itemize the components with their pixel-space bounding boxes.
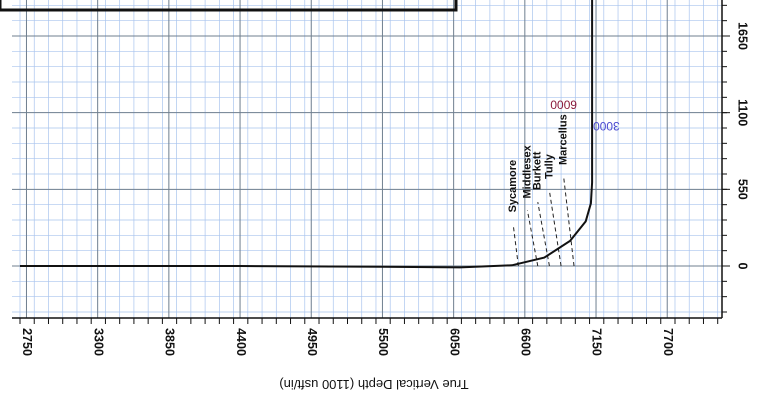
y-tick-label: 550 — [736, 179, 750, 200]
y-axis-ticks: 0 550 1100 1650 — [722, 4, 750, 313]
formation-top-line — [526, 210, 539, 267]
formation-top-line — [548, 190, 562, 267]
legend-box-remnant — [0, 0, 458, 12]
x-tick-label: 4950 — [305, 328, 319, 356]
x-tick-label: 3850 — [163, 328, 177, 356]
depth-annotation: 6000 — [550, 97, 577, 111]
x-tick-label: 6600 — [519, 328, 533, 356]
depth-annotation: 3000 — [593, 119, 620, 133]
formation-label: Marcellus — [558, 114, 570, 165]
y-tick-label: 1100 — [736, 99, 750, 126]
well-path-line — [20, 0, 594, 269]
formation-label: Tully — [543, 153, 555, 179]
x-tick-label: 5500 — [376, 328, 390, 356]
y-tick-label: 1650 — [736, 22, 750, 50]
annotation-layer: 6000 3000 — [550, 97, 620, 133]
formation-top-line — [512, 224, 519, 267]
formation-label: Middlesex — [521, 144, 533, 198]
minor-grid — [12, 0, 722, 318]
x-tick-label: 2750 — [20, 328, 34, 356]
x-tick-label: 4400 — [234, 328, 248, 356]
x-tick-label: 3300 — [91, 328, 105, 356]
formation-top-line — [563, 176, 575, 267]
formation-label: Burkett — [532, 151, 544, 190]
x-tick-label: 6050 — [447, 328, 461, 356]
x-tick-label: 7700 — [661, 328, 675, 356]
x-axis-title: True Vertical Depth (1100 usft/in) — [279, 377, 468, 392]
x-tick-label: 7150 — [590, 328, 604, 356]
y-tick-label: 0 — [736, 263, 750, 270]
major-grid — [12, 0, 722, 318]
x-axis-ticks: 2750 3300 3850 4400 4950 5500 6050 6600 7150 7700 — [19, 318, 719, 356]
series-layer — [20, 0, 594, 269]
formation-label: Sycamore — [507, 160, 519, 213]
